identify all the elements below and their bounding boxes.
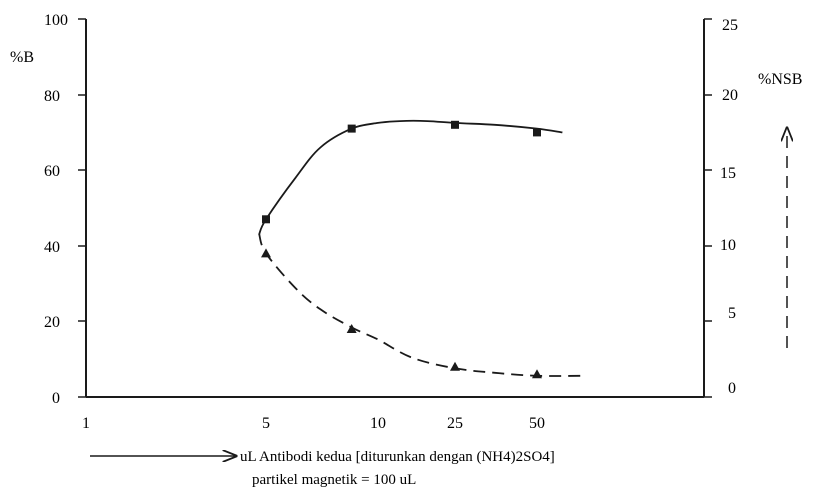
series-1-point bbox=[451, 120, 459, 129]
x-tick-label: 25 bbox=[447, 415, 463, 432]
chart-curves bbox=[258, 119, 586, 377]
series-1-point bbox=[262, 215, 270, 224]
right-tick-label: 10 bbox=[720, 237, 736, 254]
right-tick-label: 25 bbox=[722, 17, 738, 34]
right-axis-title: %NSB bbox=[758, 71, 802, 88]
left-tick-label: 40 bbox=[44, 239, 60, 256]
series-1-line bbox=[258, 119, 563, 235]
right-y-ticks: 0 5 10 15 20 25 bbox=[704, 17, 738, 398]
left-tick-label: 0 bbox=[52, 390, 60, 407]
left-y-ticks: 0 20 40 60 80 100 bbox=[44, 12, 86, 407]
right-tick-label: 0 bbox=[728, 380, 736, 397]
x-ticks: 1 5 10 25 50 bbox=[82, 415, 545, 432]
x-tick-label: 1 bbox=[82, 415, 90, 432]
left-tick-label: 20 bbox=[44, 314, 60, 331]
series-1-point bbox=[533, 128, 541, 137]
left-tick-label: 80 bbox=[44, 88, 60, 105]
series-2-line bbox=[258, 233, 586, 377]
series-2-point bbox=[532, 369, 542, 379]
right-tick-label: 20 bbox=[722, 87, 738, 104]
x-axis-subtitle: partikel magnetik = 100 uL bbox=[252, 472, 416, 488]
chart-markers bbox=[261, 120, 542, 379]
series-2-point bbox=[346, 324, 357, 333]
series-2-point bbox=[450, 361, 460, 371]
left-tick-label: 60 bbox=[44, 163, 60, 180]
left-axis-title: %B bbox=[10, 49, 34, 66]
x-tick-label: 5 bbox=[262, 415, 270, 432]
x-tick-label: 10 bbox=[370, 415, 386, 432]
left-tick-label: 100 bbox=[44, 12, 68, 29]
series-2-point bbox=[261, 248, 271, 258]
x-tick-label: 50 bbox=[529, 415, 545, 432]
right-tick-label: 5 bbox=[728, 305, 736, 322]
x-axis-title: uL Antibodi kedua [diturunkan dengan (NH… bbox=[240, 449, 555, 465]
right-tick-label: 15 bbox=[720, 165, 736, 182]
series-1-point bbox=[347, 124, 356, 133]
